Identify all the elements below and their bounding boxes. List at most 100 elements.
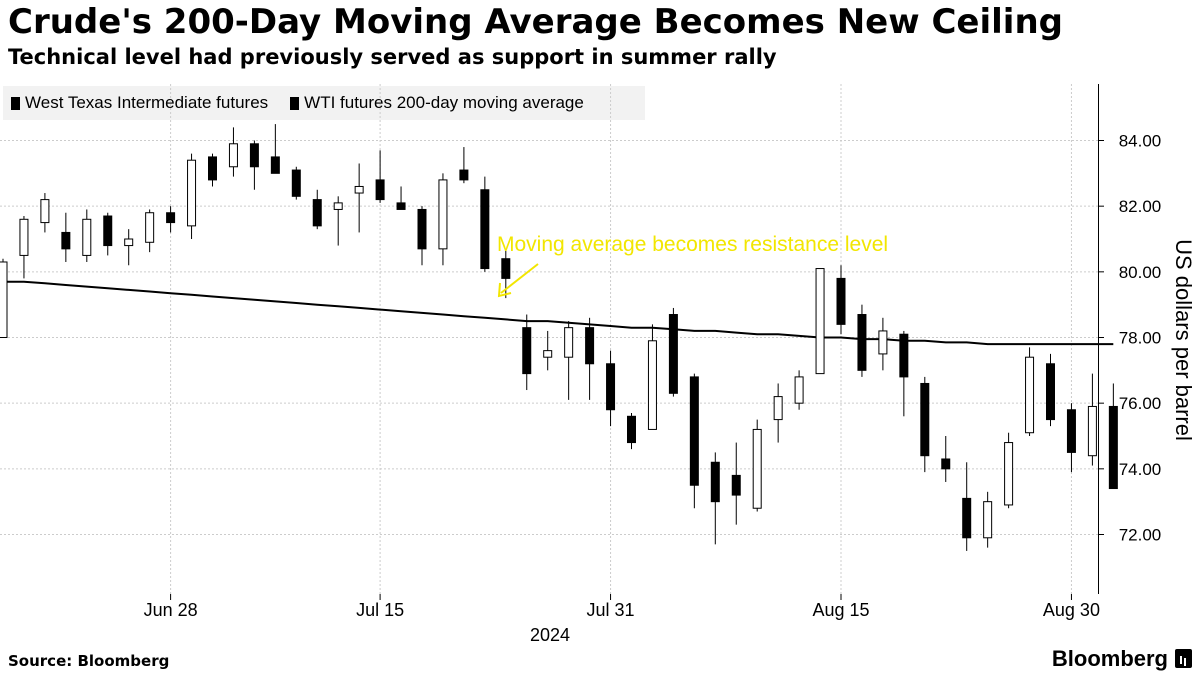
candle xyxy=(1087,373,1097,466)
candle-body xyxy=(773,396,783,421)
candle xyxy=(187,153,197,239)
candle xyxy=(0,258,8,339)
annotation-arrow-shaft xyxy=(500,263,539,294)
axes: 72.00 74.00 76.00 78.00 80.00 82.00 84.00 Jun 2… xyxy=(144,84,1196,645)
legend-swatch-ma xyxy=(290,96,300,110)
candle xyxy=(815,268,825,375)
x-tick-label: Jun 28 xyxy=(144,600,198,620)
candle-body xyxy=(82,218,92,256)
candle-body xyxy=(187,159,197,227)
y-tick-label: 80.00 xyxy=(1119,263,1162,282)
candle-body xyxy=(312,199,322,227)
candle xyxy=(480,176,490,272)
candle-body xyxy=(228,143,238,168)
legend-label-wti: West Texas Intermediate futures xyxy=(25,93,269,112)
candle xyxy=(543,330,553,371)
candle-body xyxy=(501,258,511,279)
legend-label-ma: WTI futures 200-day moving average xyxy=(304,93,584,112)
annotation-text: Moving average becomes resistance level xyxy=(497,233,888,256)
candle-body xyxy=(333,202,343,210)
x-tick-label: Aug 30 xyxy=(1043,600,1100,620)
candle-body xyxy=(731,474,741,496)
candle-body xyxy=(878,330,888,355)
candle-body xyxy=(920,382,930,457)
candle-body xyxy=(1004,442,1014,506)
candle-body xyxy=(124,238,134,247)
candle xyxy=(752,419,762,512)
candle xyxy=(61,212,71,262)
candle-body xyxy=(291,169,301,197)
grid xyxy=(0,84,1098,594)
candle-body xyxy=(1046,363,1055,421)
candle-body xyxy=(480,189,490,270)
candle-body xyxy=(417,208,427,250)
candle-body xyxy=(375,179,385,201)
candle xyxy=(19,216,29,279)
candle-body xyxy=(794,376,804,404)
x-tick-label: Jul 31 xyxy=(587,600,635,620)
chart-title: Crude's 200-Day Moving Average Becomes N… xyxy=(8,2,1063,42)
candle xyxy=(333,196,343,246)
legend-swatch-wti xyxy=(11,96,20,110)
candle xyxy=(1025,347,1035,436)
candle xyxy=(208,153,217,187)
y-tick-label: 84.00 xyxy=(1119,132,1162,151)
candle-body xyxy=(1108,405,1118,490)
y-tick-label: 76.00 xyxy=(1119,394,1162,413)
brand-wordmark: Bloomberg xyxy=(1051,646,1168,671)
candle xyxy=(312,189,322,230)
candle xyxy=(564,321,574,400)
candle xyxy=(836,265,846,335)
candle xyxy=(627,413,636,450)
moving-average-line xyxy=(3,280,1114,346)
legend: West Texas Intermediate futures WTI futu… xyxy=(3,86,645,120)
candle-body xyxy=(522,327,532,375)
candle-body xyxy=(710,461,720,503)
candle xyxy=(375,150,385,203)
candle xyxy=(606,350,616,427)
candle-body xyxy=(585,327,595,365)
candle-body xyxy=(983,501,993,539)
candle xyxy=(731,442,741,525)
x-tick-label: Aug 15 xyxy=(812,600,869,620)
candle xyxy=(794,370,804,410)
candle-body xyxy=(208,156,217,181)
candle-body xyxy=(836,277,846,325)
candle xyxy=(983,491,993,548)
candle xyxy=(647,324,657,430)
candle-body xyxy=(438,179,448,250)
candle xyxy=(1046,353,1055,427)
candle xyxy=(920,376,930,473)
candle xyxy=(689,373,699,509)
candle-body xyxy=(249,143,259,168)
candle xyxy=(710,452,720,545)
candle-body xyxy=(606,363,616,411)
candle xyxy=(124,229,134,266)
x-year-label: 2024 xyxy=(530,625,570,645)
candle xyxy=(354,163,364,233)
legend-item-ma: WTI futures 200-day moving average xyxy=(290,93,584,113)
y-axis-title: US dollars per barrel xyxy=(1171,239,1196,441)
candle xyxy=(103,212,113,256)
candle-body xyxy=(19,218,29,256)
candle-body xyxy=(1066,409,1076,453)
candle xyxy=(459,147,469,184)
candle xyxy=(585,317,595,400)
candle-body xyxy=(962,497,972,539)
candle xyxy=(249,140,259,190)
candle xyxy=(40,193,50,233)
candle-body xyxy=(40,199,50,224)
candle xyxy=(82,209,92,262)
candle-body xyxy=(1087,405,1097,457)
annotation: Moving average becomes resistance level xyxy=(497,233,888,298)
candle xyxy=(228,127,238,177)
candle-body xyxy=(752,428,762,509)
candle-body xyxy=(689,376,699,486)
candle-body xyxy=(396,202,406,210)
candle xyxy=(270,124,280,174)
candle xyxy=(878,317,888,371)
candle-body xyxy=(354,185,364,194)
candle xyxy=(438,173,448,266)
annotation-arrow-head xyxy=(497,282,512,298)
